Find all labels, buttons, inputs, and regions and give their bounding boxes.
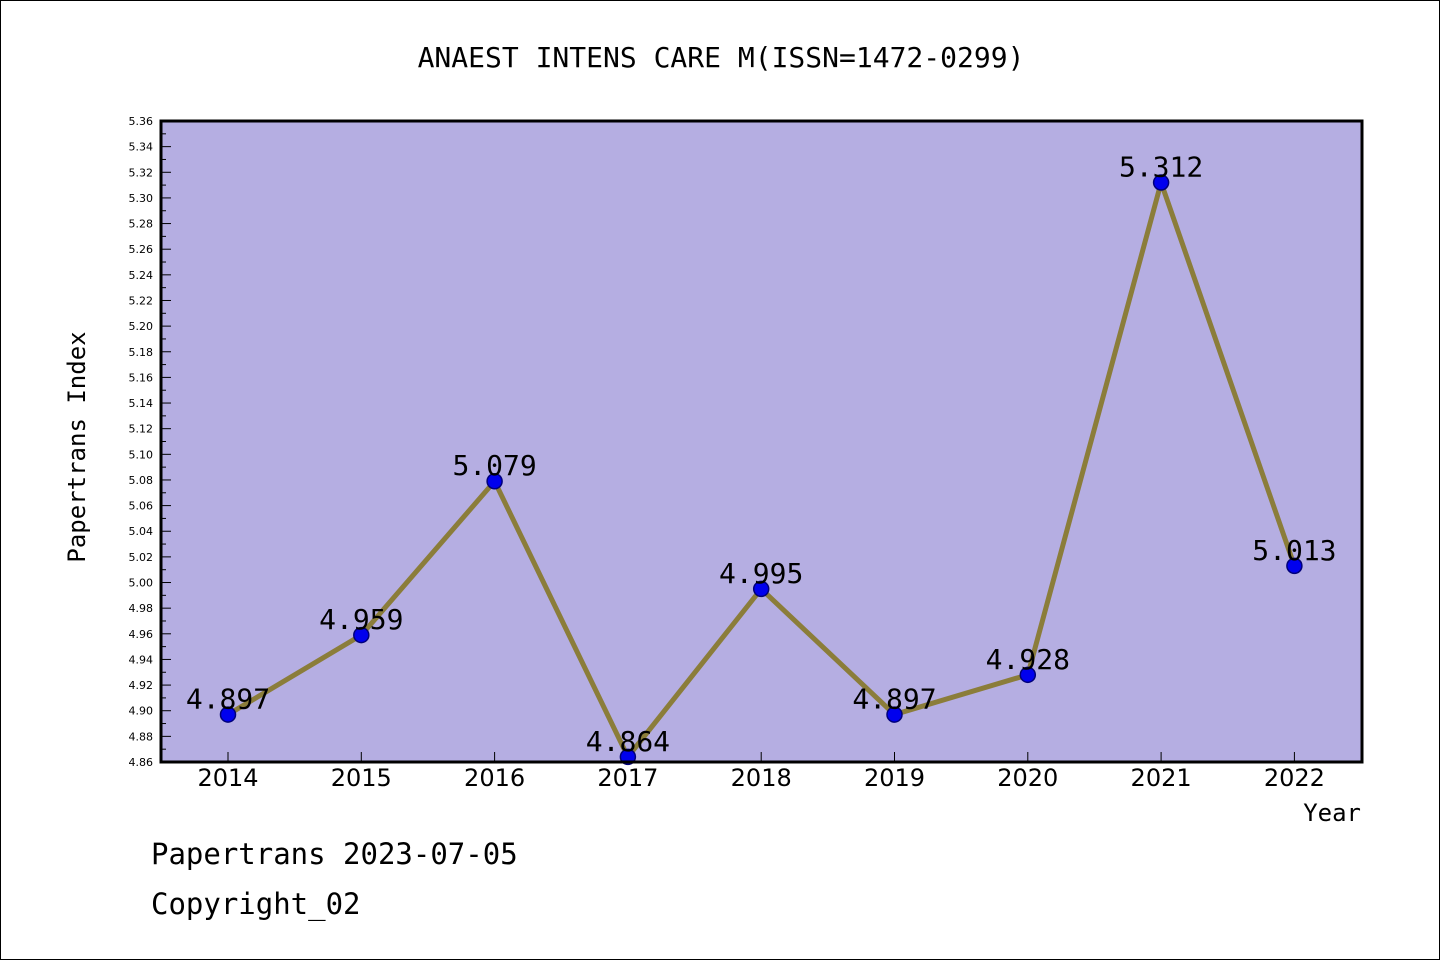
y-tick-label: 4.98 <box>129 602 154 615</box>
x-tick-label: 2016 <box>464 764 525 792</box>
y-tick-label: 4.92 <box>129 679 154 692</box>
data-label: 4.928 <box>986 643 1070 676</box>
data-point <box>219 706 237 723</box>
y-tick-label: 5.32 <box>129 166 154 179</box>
x-tick-label: 2021 <box>1131 764 1192 792</box>
data-label: 4.959 <box>319 603 403 636</box>
y-tick-label: 5.10 <box>129 448 154 461</box>
x-tick-label: 2018 <box>731 764 792 792</box>
x-tick-label: 2022 <box>1264 764 1325 792</box>
y-tick-label: 5.18 <box>129 346 154 359</box>
data-label: 5.013 <box>1252 534 1336 567</box>
y-tick-label: 4.94 <box>129 653 154 666</box>
y-tick-label: 5.02 <box>129 551 154 564</box>
footer-date: Papertrans 2023-07-05 <box>151 837 518 871</box>
y-axis-label: Papertrans Index <box>63 331 91 562</box>
x-tick-label: 2019 <box>864 764 925 792</box>
data-point <box>752 580 770 598</box>
y-tick-label: 5.06 <box>129 500 154 513</box>
y-tick-label: 5.30 <box>129 192 154 205</box>
data-label: 4.897 <box>186 683 270 716</box>
y-tick-label: 5.12 <box>129 423 154 436</box>
x-tick-label: 2015 <box>331 764 392 792</box>
y-tick-label: 4.88 <box>129 730 154 743</box>
y-tick-label: 4.96 <box>129 628 154 641</box>
y-tick-label: 5.00 <box>129 577 154 590</box>
y-tick-label: 5.14 <box>129 397 154 410</box>
y-tick-label: 5.28 <box>129 218 154 231</box>
data-point <box>1019 666 1037 684</box>
plot-border <box>159 119 1364 764</box>
x-tick-label: 2020 <box>997 764 1058 792</box>
data-label: 4.864 <box>586 725 670 758</box>
data-point <box>353 626 370 644</box>
x-tick-label: 2014 <box>197 764 258 792</box>
y-tick-label: 5.08 <box>129 474 154 487</box>
y-tick-label: 5.24 <box>129 269 154 282</box>
y-tick-label: 5.16 <box>129 371 154 384</box>
y-tick-label: 5.34 <box>129 141 154 154</box>
x-axis-ticks: 2014 2015 2016 2017 2018 2019 2020 2021 2022 <box>197 752 1325 792</box>
y-tick-label: 5.36 <box>129 115 154 128</box>
chart-title: ANAEST INTENS CARE M(ISSN=1472-0299) <box>418 41 1025 74</box>
data-point <box>486 472 503 490</box>
data-point <box>886 706 903 723</box>
data-label: 5.312 <box>1119 151 1203 184</box>
y-tick-label: 5.20 <box>129 320 154 333</box>
data-label: 5.079 <box>452 449 536 482</box>
data-label: 4.897 <box>852 683 936 716</box>
plot-area <box>161 121 1362 762</box>
data-labels-group: 4.897 4.959 5.079 4.864 4.995 4.897 4.928 5.312… <box>186 151 1337 758</box>
y-tick-label: 5.22 <box>129 294 154 307</box>
y-axis-ticks: 4.86 4.88 4.90 4.92 4.94 4.96 4.98 5.00 5.02 5.04… <box>129 115 171 769</box>
y-tick-label: 5.04 <box>129 525 154 538</box>
data-label: 4.995 <box>719 557 803 590</box>
data-point <box>1286 557 1303 575</box>
data-point <box>1152 174 1170 191</box>
footer-copyright: Copyright_02 <box>151 887 361 921</box>
series-line-group <box>219 174 1303 766</box>
y-tick-label: 4.90 <box>129 705 154 718</box>
x-axis-label: Year <box>1303 799 1361 827</box>
x-tick-label: 2017 <box>597 764 658 792</box>
y-tick-label: 4.86 <box>129 756 154 769</box>
y-tick-label: 5.26 <box>129 243 154 256</box>
